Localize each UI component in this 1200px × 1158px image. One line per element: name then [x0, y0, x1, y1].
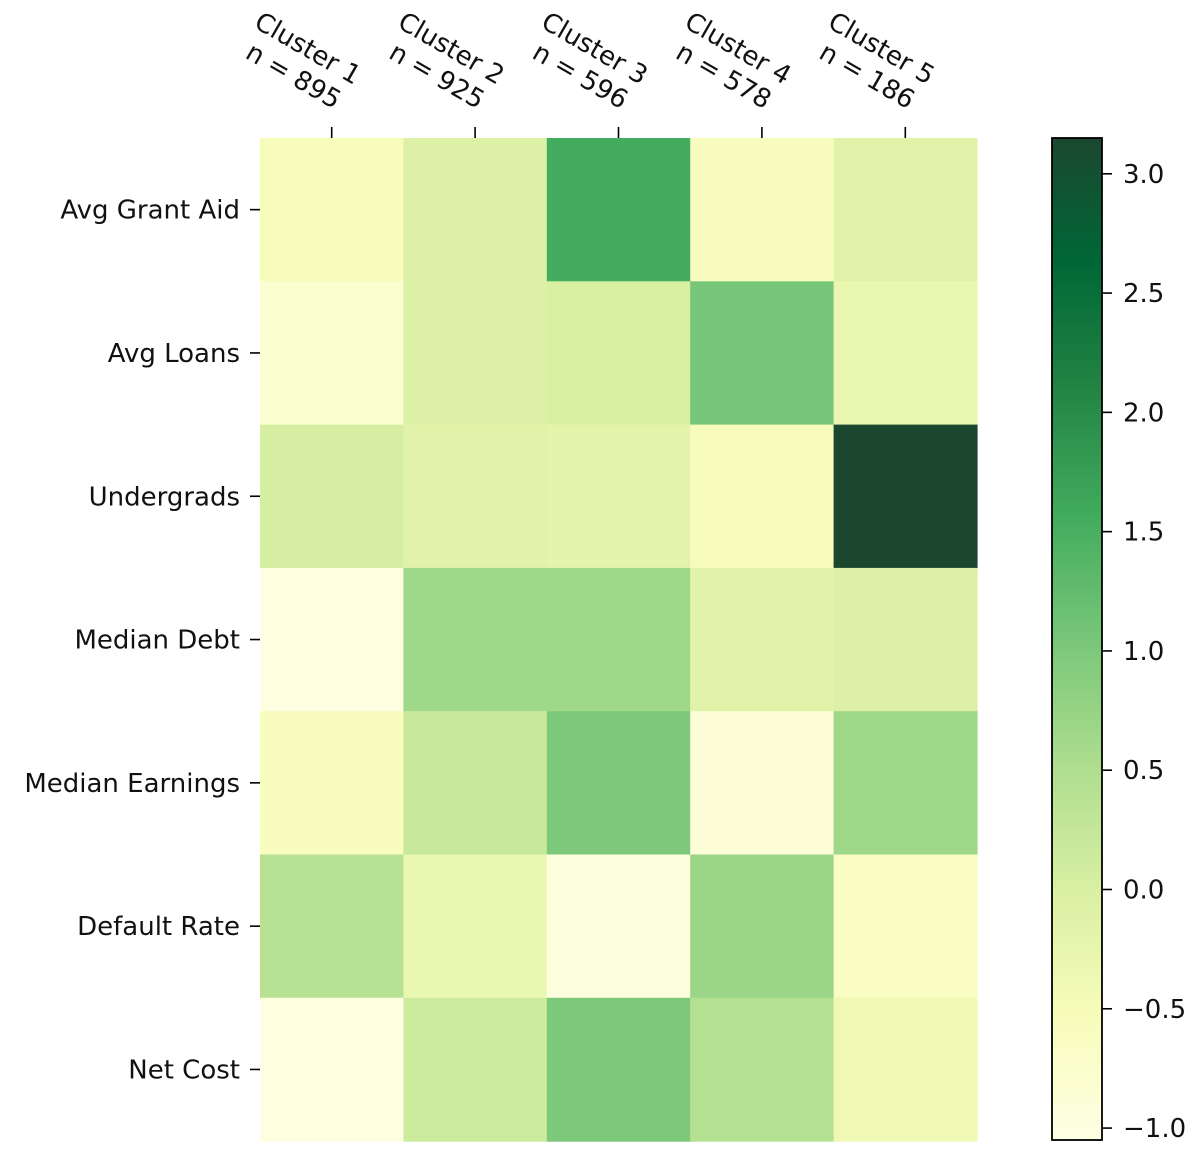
- heatmap-cell: [546, 854, 691, 999]
- column-labels: Cluster 1n = 895 Cluster 2n = 925 Cluster …: [240, 7, 939, 138]
- colorbar-frame: [1051, 137, 1103, 1141]
- row-label: Net Cost: [128, 1055, 240, 1085]
- colorbar-tick-label: −1.0: [1123, 1114, 1186, 1144]
- row-label: Avg Grant Aid: [60, 196, 240, 226]
- heatmap-cell: [403, 281, 548, 426]
- row-labels: Avg Grant Aid Avg Loans Undergrads Median D…: [24, 196, 260, 1085]
- heatmap-cell: [260, 711, 404, 856]
- heatmap-cell: [833, 281, 978, 426]
- heatmap-cell: [690, 997, 835, 1142]
- colorbar: −1.0 −0.5 0.0 0.5 1.0 1.5 2.0 2.5 3.0: [1051, 137, 1186, 1144]
- heatmap-cell: [546, 138, 691, 282]
- heatmap-cell: [260, 854, 404, 999]
- heatmap-cells: [260, 138, 978, 1142]
- heatmap-cell: [403, 567, 548, 712]
- heatmap-cell: [403, 711, 548, 856]
- heatmap-cell: [546, 711, 691, 856]
- heatmap-cell: [690, 711, 835, 856]
- colorbar-tick-label: 1.5: [1123, 518, 1164, 548]
- colorbar-tick-label: 3.0: [1123, 160, 1164, 190]
- row-label: Avg Loans: [108, 339, 240, 369]
- row-label: Undergrads: [89, 482, 240, 512]
- colorbar-tick-label: 2.5: [1123, 279, 1164, 309]
- heatmap-cell: [260, 138, 404, 282]
- column-label: Cluster 1n = 895: [240, 7, 365, 116]
- column-label: Cluster 2n = 925: [384, 7, 509, 116]
- heatmap-cell: [403, 997, 548, 1142]
- heatmap-cell: [690, 567, 835, 712]
- heatmap-cell: [260, 567, 404, 712]
- column-label: Cluster 4n = 578: [671, 7, 796, 116]
- heatmap-cell: [833, 997, 978, 1142]
- heatmap-cell: [546, 997, 691, 1142]
- heatmap-cell: [260, 281, 404, 426]
- heatmap-cell: [690, 138, 835, 282]
- colorbar-tick-label: 1.0: [1123, 637, 1164, 667]
- heatmap-cell: [833, 138, 978, 282]
- heatmap-cell: [690, 281, 835, 426]
- heatmap-cell: [546, 281, 691, 426]
- heatmap-cell: [403, 854, 548, 999]
- colorbar-tick-label: 0.5: [1123, 756, 1164, 786]
- heatmap-cell: [833, 711, 978, 856]
- heatmap-cell: [833, 854, 978, 999]
- heatmap-cell: [260, 997, 404, 1142]
- column-label: Cluster 3n = 596: [527, 7, 652, 116]
- row-label: Default Rate: [77, 912, 240, 942]
- heatmap-cell: [690, 424, 835, 569]
- heatmap-cell: [690, 854, 835, 999]
- colorbar-tick-label: 0.0: [1123, 876, 1164, 906]
- heatmap-cell: [260, 424, 404, 569]
- row-label: Median Earnings: [24, 769, 240, 799]
- column-label: Cluster 5n = 186: [814, 7, 939, 116]
- colorbar-tick-label: −0.5: [1123, 995, 1186, 1025]
- heatmap-cell: [403, 424, 548, 569]
- heatmap-cell: [833, 567, 978, 712]
- heatmap-cell: [546, 424, 691, 569]
- heatmap-cell: [403, 138, 548, 282]
- heatmap-cell: [546, 567, 691, 712]
- colorbar-tick-label: 2.0: [1123, 398, 1164, 428]
- colorbar-gradient: [1052, 138, 1102, 1140]
- row-label: Median Debt: [74, 626, 240, 656]
- heatmap-cell: [833, 424, 978, 569]
